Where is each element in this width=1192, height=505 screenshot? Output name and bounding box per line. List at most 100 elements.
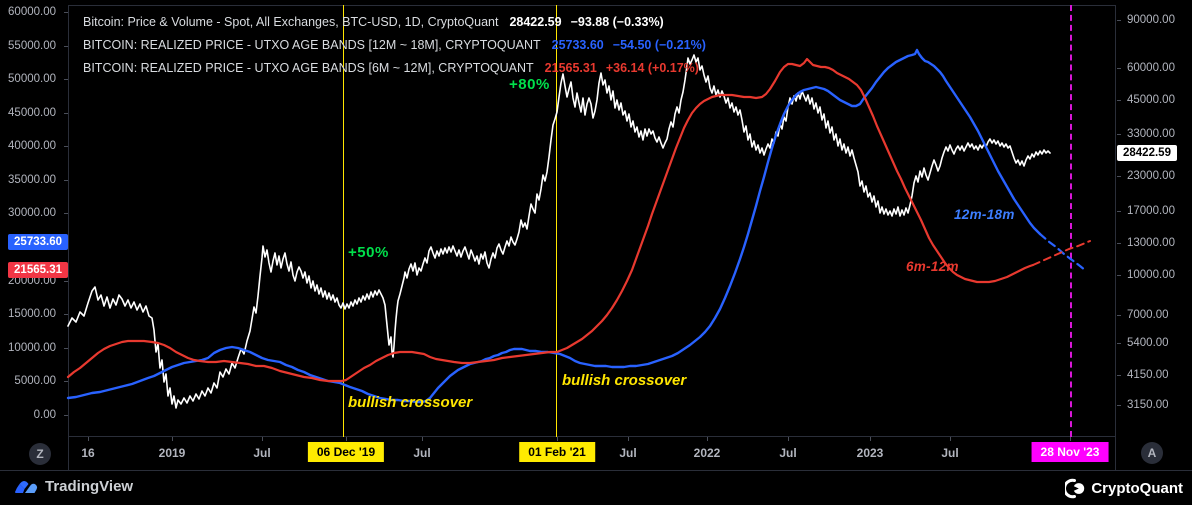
axis-tick xyxy=(64,79,68,80)
y-axis-label: 60000.00 xyxy=(8,6,56,18)
legend-change: −93.88 (−0.33%) xyxy=(570,15,664,29)
annotation-12m-18m: 12m-18m xyxy=(954,207,1015,222)
axis-tick xyxy=(64,381,68,382)
axis-tick xyxy=(1070,437,1071,441)
axis-tick xyxy=(950,437,951,441)
event-date-badge: 06 Dec '19 xyxy=(307,442,385,462)
legend-row-utxo-6m-12m[interactable]: BITCOIN: REALIZED PRICE - UTXO AGE BANDS… xyxy=(83,57,706,80)
left-price-axis[interactable]: 60000.00 55000.00 50000.00 45000.00 40000.00… xyxy=(0,0,68,437)
axis-tick xyxy=(64,180,68,181)
y-axis-label: 0.00 xyxy=(33,409,56,421)
axis-tick xyxy=(1117,315,1121,316)
y-axis-label: 3150.00 xyxy=(1127,399,1169,411)
axis-tick xyxy=(1117,343,1121,344)
legend-change: −54.50 (−0.21%) xyxy=(612,38,706,52)
axis-tick xyxy=(1117,100,1121,101)
auto-scale-button[interactable]: A xyxy=(1141,442,1163,464)
timezone-button[interactable]: Z xyxy=(29,443,51,465)
y-axis-label: 90000.00 xyxy=(1127,14,1175,26)
cryptoquant-logo[interactable]: CryptoQuant xyxy=(1065,478,1183,499)
cryptoquant-icon xyxy=(1065,478,1086,499)
axis-tick xyxy=(64,146,68,147)
y-axis-label: 60000.00 xyxy=(1127,62,1175,74)
y-axis-label: 40000.00 xyxy=(8,140,56,152)
time-axis-border xyxy=(68,437,1116,470)
y-axis-label: 33000.00 xyxy=(1127,128,1175,140)
y-axis-label: 10000.00 xyxy=(1127,269,1175,281)
time-axis[interactable]: 16 2019 Jul Jul Jul 2022 Jul 2023 Jul 06 Dec '19 0… xyxy=(0,437,1192,470)
annotation-bullish-crossover: bullish crossover xyxy=(348,394,473,411)
y-axis-label: 45000.00 xyxy=(8,107,56,119)
legend-row-btc-price[interactable]: Bitcoin: Price & Volume - Spot, All Exch… xyxy=(83,11,706,34)
tradingview-logo[interactable]: TradingView xyxy=(14,478,133,495)
axis-tick xyxy=(1117,375,1121,376)
axis-tick xyxy=(346,437,347,441)
axis-tick xyxy=(1117,211,1121,212)
axis-tick xyxy=(870,437,871,441)
footer-divider xyxy=(0,470,1192,471)
y-axis-label: 7000.00 xyxy=(1127,309,1169,321)
axis-tick xyxy=(1117,176,1121,177)
axis-tick xyxy=(64,415,68,416)
axis-tick xyxy=(628,437,629,441)
cryptoquant-logo-text: CryptoQuant xyxy=(1091,480,1183,497)
y-axis-label: 5400.00 xyxy=(1127,337,1169,349)
axis-tick xyxy=(64,281,68,282)
y-axis-label: 55000.00 xyxy=(8,40,56,52)
x-axis-label: Jul xyxy=(779,446,797,460)
event-date-badge: 28 Nov '23 xyxy=(1031,442,1109,462)
axis-tick xyxy=(64,348,68,349)
price-badge: 28422.59 xyxy=(1117,145,1177,161)
y-axis-label: 35000.00 xyxy=(8,174,56,186)
axis-tick xyxy=(557,437,558,441)
y-axis-label: 45000.00 xyxy=(1127,94,1175,106)
legend-change: +36.14 (+0.17%) xyxy=(605,61,699,75)
x-axis-label: Jul xyxy=(941,446,959,460)
x-axis-label: 16 xyxy=(81,446,95,460)
y-axis-label: 50000.00 xyxy=(8,73,56,85)
legend-title: BITCOIN: REALIZED PRICE - UTXO AGE BANDS… xyxy=(83,61,534,75)
axis-tick xyxy=(64,314,68,315)
axis-tick xyxy=(64,213,68,214)
legend-value: 21565.31 xyxy=(544,61,597,75)
axis-tick xyxy=(1117,243,1121,244)
axis-tick xyxy=(172,437,173,441)
right-price-axis[interactable]: 90000.00 60000.00 45000.00 33000.00 23000.00… xyxy=(1117,0,1192,437)
x-axis-label: Jul xyxy=(619,446,637,460)
axis-tick xyxy=(1117,275,1121,276)
legend-row-utxo-12m-18m[interactable]: BITCOIN: REALIZED PRICE - UTXO AGE BANDS… xyxy=(83,34,706,57)
x-axis-label: 2019 xyxy=(158,446,186,460)
price-badge: 21565.31 xyxy=(8,262,68,278)
y-axis-label: 30000.00 xyxy=(8,207,56,219)
chart-legend: Bitcoin: Price & Volume - Spot, All Exch… xyxy=(83,11,706,80)
legend-title: Bitcoin: Price & Volume - Spot, All Exch… xyxy=(83,15,499,29)
axis-tick xyxy=(64,46,68,47)
axis-tick xyxy=(1117,20,1121,21)
legend-title: BITCOIN: REALIZED PRICE - UTXO AGE BANDS… xyxy=(83,38,541,52)
y-axis-label: 13000.00 xyxy=(1127,237,1175,249)
axis-tick xyxy=(1117,134,1121,135)
y-axis-label: 15000.00 xyxy=(8,308,56,320)
axis-tick xyxy=(1117,405,1121,406)
legend-value: 28422.59 xyxy=(509,15,562,29)
legend-value: 25733.60 xyxy=(551,38,604,52)
axis-tick xyxy=(64,113,68,114)
y-axis-label: 20000.00 xyxy=(8,275,56,287)
axis-tick xyxy=(64,12,68,13)
event-date-badge: 01 Feb '21 xyxy=(519,442,595,462)
x-axis-label: Jul xyxy=(413,446,431,460)
x-axis-label: 2022 xyxy=(693,446,721,460)
footer: TradingView CryptoQuant xyxy=(0,471,1192,505)
event-vertical-line xyxy=(1070,5,1072,437)
axis-tick xyxy=(1117,68,1121,69)
annotation-6m-12m: 6m-12m xyxy=(906,259,959,274)
annotation-bullish-crossover: bullish crossover xyxy=(562,372,687,389)
y-axis-label: 4150.00 xyxy=(1127,369,1169,381)
axis-tick xyxy=(788,437,789,441)
price-badge: 25733.60 xyxy=(8,234,68,250)
tradingview-mountain-icon xyxy=(14,479,39,495)
y-axis-label: 5000.00 xyxy=(14,375,56,387)
x-axis-label: 2023 xyxy=(856,446,884,460)
axis-tick xyxy=(707,437,708,441)
